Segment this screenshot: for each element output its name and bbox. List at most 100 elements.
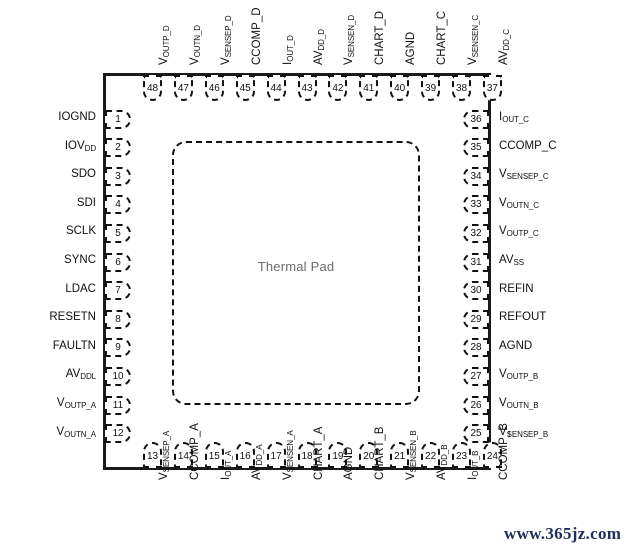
pin-label-19-agnd: AGND <box>343 446 356 480</box>
pin-pad-15: 15 <box>204 442 224 468</box>
pin-pad-16: 16 <box>235 442 255 468</box>
pin-label-34-v-sensep-c: VSENSEP_C <box>499 168 549 182</box>
pin-pad-25: 25 <box>463 424 489 444</box>
pin-label-26-v-outn-b: VOUTN_B <box>499 397 539 410</box>
pin-number-15: 15 <box>208 451 220 462</box>
pin-label-42-v-sensen-d: VSENSEN_D <box>343 15 357 65</box>
pin-label-38-v-sensen-c: VSENSEN_C <box>467 15 480 65</box>
pin-number-24: 24 <box>486 451 498 462</box>
pin-label-5-sclk: SCLK <box>65 225 96 238</box>
pin-label-20-chart-b: CHART_B <box>374 426 387 480</box>
pin-number-17: 17 <box>270 451 282 462</box>
pin-pad-10: 10 <box>105 366 131 386</box>
pin-number-19: 19 <box>332 451 344 462</box>
pin-number-31: 31 <box>470 256 482 268</box>
pin-pad-29: 29 <box>463 309 489 329</box>
pin-number-8: 8 <box>115 313 121 325</box>
pin-number-38: 38 <box>455 83 468 94</box>
pin-pad-21: 21 <box>390 442 410 468</box>
pin-label-43-av-dd-d: AVDD_D <box>312 29 326 65</box>
pin-number-42: 42 <box>332 83 344 94</box>
pin-label-18-chart-a: CHART_A <box>312 426 325 480</box>
pin-pad-6: 6 <box>105 252 131 272</box>
pin-label-1-iognd: IOGND <box>58 111 96 123</box>
pin-label-47-v-outn-d: VOUTN_D <box>188 25 202 65</box>
pin-number-32: 32 <box>470 227 482 239</box>
pin-label-35-ccomp-c: CCOMP_C <box>499 139 557 152</box>
pin-pad-43: 43 <box>297 75 317 101</box>
pin-pad-34: 34 <box>463 166 489 186</box>
pin-number-6: 6 <box>115 256 121 268</box>
pin-number-3: 3 <box>115 170 121 182</box>
pin-label-16-av-dd-a: AVDD_A <box>250 444 264 480</box>
pin-label-37-av-dd-c: AVDD_C <box>497 29 511 65</box>
pin-number-37: 37 <box>486 83 498 94</box>
pin-number-23: 23 <box>455 451 468 462</box>
pin-number-27: 27 <box>470 370 482 382</box>
pin-number-21: 21 <box>394 451 406 462</box>
pin-pad-26: 26 <box>463 395 489 415</box>
pin-number-9: 9 <box>115 342 121 354</box>
pin-label-9-faultn: FAULTN <box>52 339 96 352</box>
pin-number-7: 7 <box>115 285 121 297</box>
pin-label-40-agnd: AGND <box>405 31 418 65</box>
pin-label-6-sync: SYNC <box>64 254 96 266</box>
pin-label-15-i-out-a: IOUT_A <box>219 450 233 480</box>
pin-label-10-av-ddl: AVDDL <box>65 368 96 382</box>
pin-number-11: 11 <box>112 399 124 411</box>
pin-pad-5: 5 <box>105 223 131 243</box>
pin-number-1: 1 <box>115 113 121 125</box>
pin-pad-11: 11 <box>105 395 131 415</box>
pin-pad-47: 47 <box>173 75 193 101</box>
pin-number-41: 41 <box>363 83 375 94</box>
pin-label-25-v-sensep-b: VSENSEP_B <box>499 425 549 439</box>
pin-number-25: 25 <box>470 428 482 440</box>
pin-pad-1: 1 <box>105 109 131 129</box>
pin-number-16: 16 <box>239 451 251 462</box>
pin-pad-13: 13 <box>143 442 162 468</box>
pin-number-10: 10 <box>112 370 124 382</box>
pin-pad-23: 23 <box>452 442 471 468</box>
pin-pad-19: 19 <box>328 442 348 468</box>
pin-number-4: 4 <box>115 199 121 211</box>
pin-pad-36: 36 <box>463 109 489 129</box>
pin-label-29-refout: REFOUT <box>499 311 547 324</box>
pin-number-44: 44 <box>270 83 282 94</box>
pin-pad-39: 39 <box>421 75 441 101</box>
pin-number-47: 47 <box>177 83 189 94</box>
pin-pad-27: 27 <box>463 366 489 386</box>
thermal-pad-outline <box>172 141 420 405</box>
pin-number-14: 14 <box>177 451 189 462</box>
pin-label-32-v-outp-c: VOUTP_C <box>499 225 539 239</box>
pin-pad-33: 33 <box>463 195 489 215</box>
pin-label-11-v-outp-a: VOUTP_A <box>56 397 96 410</box>
pin-number-45: 45 <box>239 83 251 94</box>
pin-pad-37: 37 <box>482 75 502 101</box>
pin-number-39: 39 <box>425 83 437 94</box>
pin-number-13: 13 <box>146 451 159 462</box>
pin-label-7-ldac: LDAC <box>65 282 96 295</box>
pin-number-5: 5 <box>115 227 121 239</box>
pin-label-36-i-out-c: IOUT_C <box>499 111 529 124</box>
pin-pad-35: 35 <box>463 138 489 158</box>
pin-pad-4: 4 <box>105 195 131 215</box>
pin-pad-14: 14 <box>173 442 193 468</box>
pin-pad-20: 20 <box>359 442 379 468</box>
pin-label-41-chart-d: CHART_D <box>374 10 387 65</box>
pin-number-12: 12 <box>112 428 124 440</box>
pin-pad-7: 7 <box>105 281 131 301</box>
pin-label-28-agnd: AGND <box>499 339 533 352</box>
pin-pad-48: 48 <box>143 75 162 101</box>
pin-number-26: 26 <box>470 399 482 411</box>
pin-number-30: 30 <box>470 285 482 297</box>
pin-pad-45: 45 <box>235 75 255 101</box>
pin-number-48: 48 <box>146 83 159 94</box>
pin-pad-12: 12 <box>105 424 131 444</box>
pin-label-23-i-out-b: IOUT_B <box>467 450 480 480</box>
pin-pad-32: 32 <box>463 223 489 243</box>
watermark: www.365jz.com <box>504 524 622 543</box>
pin-label-8-resetn: RESETN <box>49 311 96 324</box>
pin-label-39-chart-c: CHART_C <box>436 10 449 65</box>
pin-number-43: 43 <box>301 83 313 94</box>
